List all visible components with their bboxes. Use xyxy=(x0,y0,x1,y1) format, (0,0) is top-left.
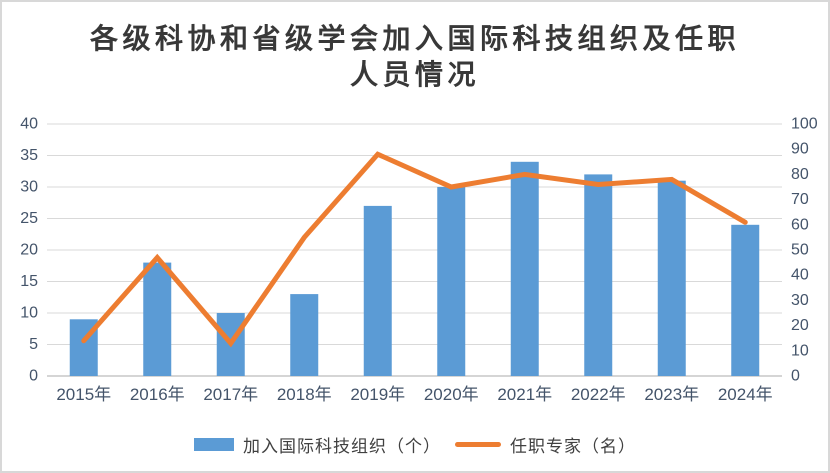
right-axis-tick-label: 50 xyxy=(791,242,809,259)
bar-2022年 xyxy=(584,174,613,376)
bar-2024年 xyxy=(731,224,760,376)
left-axis-tick-label: 25 xyxy=(20,210,38,227)
left-axis-tick-label: 15 xyxy=(20,273,38,290)
right-axis-tick-label: 40 xyxy=(791,267,809,284)
x-axis-label: 2024年 xyxy=(718,385,773,404)
right-axis-tick-label: 10 xyxy=(791,342,809,359)
chart-legend: 加入国际科技组织（个） 任职专家（名） xyxy=(2,432,828,457)
right-axis-tick-label: 80 xyxy=(791,166,809,183)
right-axis-tick-label: 20 xyxy=(791,317,809,334)
bar-2021年 xyxy=(510,161,539,376)
line-series-path xyxy=(81,151,748,348)
left-axis-tick-label: 10 xyxy=(20,305,38,322)
left-axis-tick-label: 0 xyxy=(29,368,38,385)
x-axis-label: 2015年 xyxy=(56,385,111,404)
bar-2016年 xyxy=(143,262,172,376)
right-axis-tick-label: 0 xyxy=(791,368,800,385)
x-axis-label: 2020年 xyxy=(424,385,479,404)
right-axis-tick-label: 70 xyxy=(791,191,809,208)
right-axis-tick-label: 100 xyxy=(791,116,818,133)
legend-item-bar-series: 加入国际科技组织（个） xyxy=(194,432,441,457)
x-axis-label: 2017年 xyxy=(203,385,258,404)
chart-title: 各级科协和省级学会加入国际科技组织及任职 人员情况 xyxy=(2,22,828,94)
line-series-swatch xyxy=(455,442,501,447)
right-axis-tick-label: 90 xyxy=(791,141,809,158)
x-axis-label: 2016年 xyxy=(130,385,185,404)
x-axis-label: 2021年 xyxy=(497,385,552,404)
bar-2020年 xyxy=(437,187,466,376)
x-axis-label: 2019年 xyxy=(350,385,405,404)
bar-2019年 xyxy=(363,205,392,376)
bar-2018年 xyxy=(290,294,319,376)
bar-series-label: 加入国际科技组织（个） xyxy=(243,437,441,456)
x-axis-label: 2023年 xyxy=(644,385,699,404)
line-series-label: 任职专家（名） xyxy=(510,437,636,456)
x-axis-label: 2022年 xyxy=(571,385,626,404)
left-axis-tick-label: 40 xyxy=(20,116,38,133)
bar-series-swatch xyxy=(194,438,234,451)
chart-title-line1: 各级科协和省级学会加入国际科技组织及任职 xyxy=(89,24,740,55)
left-axis-tick-label: 5 xyxy=(29,336,38,353)
legend-item-line-series: 任职专家（名） xyxy=(455,432,636,457)
chart-title-line2: 人员情况 xyxy=(349,60,480,91)
left-axis-tick-label: 35 xyxy=(20,147,38,164)
right-axis-tick-label: 30 xyxy=(791,292,809,309)
left-axis-tick-label: 30 xyxy=(20,179,38,196)
right-axis-tick-label: 60 xyxy=(791,216,809,233)
left-axis-tick-label: 20 xyxy=(20,242,38,259)
x-axis-label: 2018年 xyxy=(277,385,332,404)
bar-2023年 xyxy=(657,180,686,376)
